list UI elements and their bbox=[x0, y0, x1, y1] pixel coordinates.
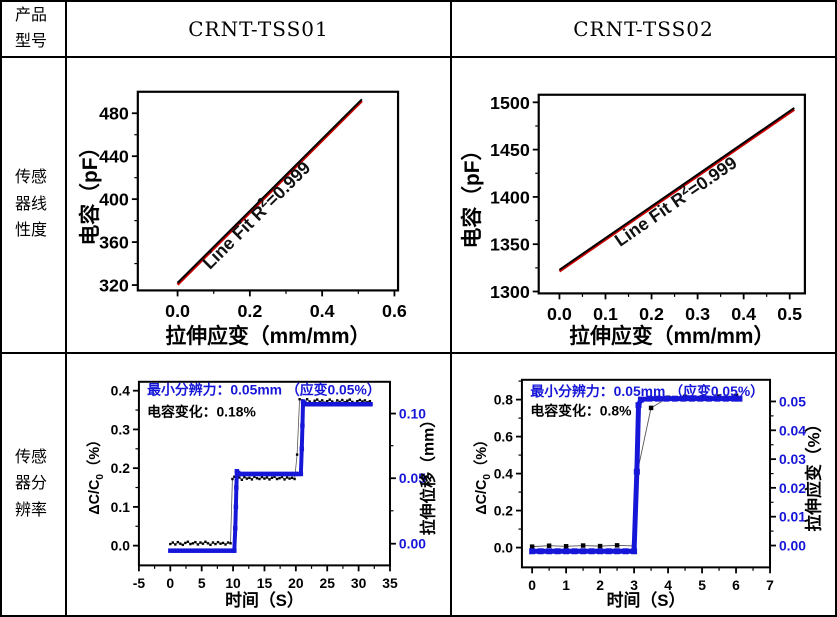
svg-text:1500: 1500 bbox=[490, 93, 530, 113]
chart-linearity-tss02: 0.0 0.1 0.2 0.3 0.4 0.5 1300 1350 1400 1450 1500 拉伸… bbox=[452, 58, 835, 352]
svg-text:0.01: 0.01 bbox=[779, 509, 806, 525]
svg-text:0.0: 0.0 bbox=[165, 301, 190, 321]
svg-text:0.0: 0.0 bbox=[111, 538, 131, 554]
resolution-chart-cell-tss01: -5 0 5 10 15 20 25 30 35 0.0 0.1 0.2 0.3 0.4 0.00 0.05 0… bbox=[67, 354, 452, 615]
svg-text:0.0: 0.0 bbox=[547, 304, 572, 324]
svg-text:0.4: 0.4 bbox=[731, 304, 756, 324]
svg-text:0.8: 0.8 bbox=[494, 392, 514, 408]
svg-text:电容（pF）: 电容（pF） bbox=[78, 137, 102, 246]
svg-text:Line Fit R2=0.999: Line Fit R2=0.999 bbox=[196, 155, 314, 273]
resolution-chart-cell-tss02: 0 1 2 3 4 5 6 7 0.0 0.2 0.4 0.6 0.8 0.00 0.01 0.02 0.03 0… bbox=[452, 354, 835, 615]
svg-text:0: 0 bbox=[528, 577, 536, 593]
linearity-chart-cell-tss01: 0.0 0.2 0.4 0.6 320 360 400 440 480 拉伸应变（mm/mm） 电容… bbox=[67, 58, 452, 354]
svg-text:0.10: 0.10 bbox=[399, 406, 426, 422]
svg-text:ΔC/C0（%）: ΔC/C0（%） bbox=[85, 432, 106, 514]
svg-text:25: 25 bbox=[320, 575, 336, 591]
svg-text:0.00: 0.00 bbox=[399, 536, 426, 552]
svg-text:3: 3 bbox=[630, 577, 638, 593]
corner-cell: 产品型号 bbox=[2, 2, 67, 58]
svg-text:0.0: 0.0 bbox=[494, 540, 514, 556]
chart-resolution-tss02: 0 1 2 3 4 5 6 7 0.0 0.2 0.4 0.6 0.8 0.00 0.01 0.02 0.03 0… bbox=[452, 354, 835, 615]
svg-text:Line Fit R2=0.999: Line Fit R2=0.999 bbox=[609, 150, 740, 250]
svg-text:拉伸应变（%）: 拉伸应变（%） bbox=[804, 416, 824, 532]
svg-text:-5: -5 bbox=[133, 575, 146, 591]
svg-text:1400: 1400 bbox=[490, 187, 530, 207]
svg-text:0.04: 0.04 bbox=[779, 422, 806, 438]
svg-text:0.2: 0.2 bbox=[111, 460, 131, 476]
svg-text:2: 2 bbox=[596, 577, 604, 593]
svg-text:30: 30 bbox=[351, 575, 367, 591]
model-name-tss02: CRNT-TSS02 bbox=[573, 17, 714, 41]
svg-text:拉伸应变（mm/mm）: 拉伸应变（mm/mm） bbox=[165, 324, 370, 348]
svg-text:320: 320 bbox=[99, 275, 129, 295]
svg-text:0.2: 0.2 bbox=[237, 301, 262, 321]
svg-text:7: 7 bbox=[766, 577, 774, 593]
chart-linearity-tss01: 0.0 0.2 0.4 0.6 320 360 400 440 480 拉伸应变（mm/mm） 电容… bbox=[67, 58, 450, 352]
svg-text:0.6: 0.6 bbox=[382, 301, 407, 321]
row-header-linearity: 传感器线性度 bbox=[2, 58, 67, 354]
svg-text:1300: 1300 bbox=[490, 282, 530, 302]
svg-text:0.03: 0.03 bbox=[779, 451, 806, 467]
column-header-tss02: CRNT-TSS02 bbox=[452, 2, 835, 58]
svg-text:拉伸应变（mm/mm）: 拉伸应变（mm/mm） bbox=[569, 324, 774, 348]
svg-text:400: 400 bbox=[99, 190, 129, 210]
svg-text:5: 5 bbox=[698, 577, 706, 593]
row-header-resolution-label: 传感器分辨率 bbox=[15, 448, 48, 519]
svg-text:360: 360 bbox=[99, 233, 129, 253]
svg-text:0.3: 0.3 bbox=[685, 304, 710, 324]
svg-text:20: 20 bbox=[288, 575, 304, 591]
svg-text:时间（S）: 时间（S） bbox=[607, 590, 686, 610]
svg-text:0.4: 0.4 bbox=[494, 466, 514, 482]
linearity-chart-cell-tss02: 0.0 0.1 0.2 0.3 0.4 0.5 1300 1350 1400 1450 1500 拉伸… bbox=[452, 58, 835, 354]
svg-text:电容变化：0.8%: 电容变化：0.8% bbox=[530, 403, 631, 419]
svg-text:6: 6 bbox=[732, 577, 740, 593]
product-model-header: 产品型号 bbox=[15, 6, 48, 50]
svg-text:ΔC/C0（%）: ΔC/C0（%） bbox=[472, 432, 493, 514]
svg-text:480: 480 bbox=[99, 104, 129, 124]
svg-text:1450: 1450 bbox=[490, 140, 530, 160]
svg-text:440: 440 bbox=[99, 147, 129, 167]
svg-text:0.1: 0.1 bbox=[593, 304, 618, 324]
svg-text:10: 10 bbox=[225, 575, 241, 591]
svg-text:1350: 1350 bbox=[490, 235, 530, 255]
svg-text:0.05: 0.05 bbox=[399, 470, 426, 486]
svg-text:0.4: 0.4 bbox=[310, 301, 335, 321]
svg-text:0.00: 0.00 bbox=[779, 538, 806, 554]
svg-text:电容（pF）: 电容（pF） bbox=[460, 140, 484, 249]
svg-text:电容变化：0.18%: 电容变化：0.18% bbox=[147, 404, 256, 420]
row-header-resolution: 传感器分辨率 bbox=[2, 354, 67, 615]
svg-text:0.2: 0.2 bbox=[639, 304, 664, 324]
svg-text:0.4: 0.4 bbox=[111, 383, 131, 399]
svg-text:0.1: 0.1 bbox=[111, 499, 131, 515]
svg-text:0.2: 0.2 bbox=[494, 503, 514, 519]
svg-text:拉伸位移（mm）: 拉伸位移（mm） bbox=[419, 412, 438, 535]
svg-text:15: 15 bbox=[257, 575, 273, 591]
svg-text:最小分辨力：0.05mm （应变0.05%）: 最小分辨力：0.05mm （应变0.05%） bbox=[530, 383, 764, 399]
svg-text:35: 35 bbox=[382, 575, 398, 591]
svg-text:0.5: 0.5 bbox=[777, 304, 802, 324]
svg-text:时间（S）: 时间（S） bbox=[225, 590, 304, 610]
chart-resolution-tss01: -5 0 5 10 15 20 25 30 35 0.0 0.1 0.2 0.3 0.4 0.00 0.05 0… bbox=[67, 354, 450, 615]
svg-text:5: 5 bbox=[198, 575, 206, 591]
svg-text:0: 0 bbox=[166, 575, 174, 591]
svg-text:0.05: 0.05 bbox=[779, 393, 806, 409]
model-name-tss01: CRNT-TSS01 bbox=[188, 17, 329, 41]
svg-text:1: 1 bbox=[562, 577, 570, 593]
row-header-linearity-label: 传感器线性度 bbox=[15, 169, 48, 240]
svg-text:0.02: 0.02 bbox=[779, 480, 806, 496]
svg-text:0.3: 0.3 bbox=[111, 421, 131, 437]
svg-text:4: 4 bbox=[664, 577, 672, 593]
svg-text:最小分辨力：0.05mm （应变0.05%）: 最小分辨力：0.05mm （应变0.05%） bbox=[147, 382, 381, 398]
svg-text:0.6: 0.6 bbox=[494, 429, 514, 445]
column-header-tss01: CRNT-TSS01 bbox=[67, 2, 452, 58]
